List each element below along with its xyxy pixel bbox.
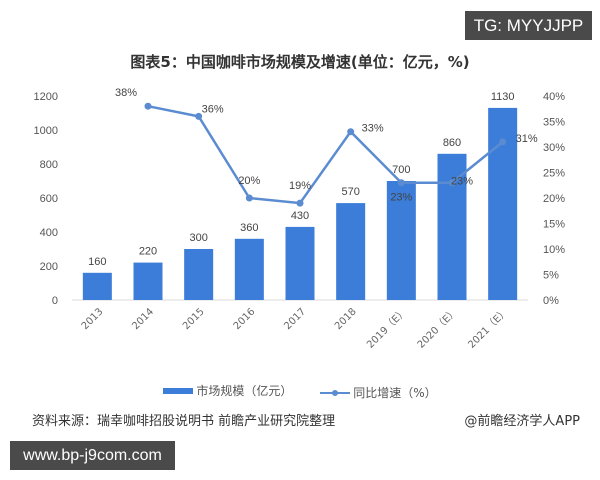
right-axis-tick: 15% (543, 219, 565, 231)
left-axis-tick: 600 (40, 193, 58, 205)
x-axis-label: 2020（E） (415, 306, 460, 351)
bar-value-label: 700 (392, 164, 410, 176)
left-axis-tick: 200 (40, 261, 58, 273)
bar-value-label: 220 (139, 246, 157, 258)
bar-value-label: 430 (291, 210, 309, 222)
bar-value-label: 160 (88, 256, 106, 268)
source-note: 资料来源：瑞幸咖啡招股说明书 前瞻产业研究院整理 (32, 414, 336, 429)
x-axis-label: 2015 (181, 306, 207, 332)
line-point (195, 112, 203, 120)
right-axis-tick: 40% (543, 91, 565, 103)
bar (386, 181, 416, 300)
legend-label-bar: 市场规模（亿元） (196, 384, 293, 398)
line-value-label: 19% (289, 180, 311, 192)
legend-item-market-size: 市场规模（亿元） (163, 382, 292, 399)
line-value-label: 31% (516, 133, 538, 145)
line-point (397, 179, 405, 187)
bar (488, 107, 518, 301)
right-axis-tick: 35% (543, 117, 565, 129)
left-axis-tick: 1200 (34, 91, 58, 103)
line-swatch-icon (320, 389, 351, 396)
growth-line (147, 104, 504, 205)
chart-plot: 0 200 400 600 800 1000 1200 0% 5% 10% 15% 20% 25% 30%… (34, 87, 566, 351)
bar (82, 272, 112, 300)
line-value-label: 36% (202, 103, 224, 115)
bar (184, 249, 214, 300)
chart-title: 图表5：中国咖啡市场规模及增速(单位：亿元，%) (130, 53, 470, 71)
line-point (448, 179, 456, 187)
bar (285, 226, 315, 300)
x-axis-label: 2021（E） (466, 306, 511, 351)
left-axis-tick: 1000 (34, 125, 58, 137)
x-axis-label: 2019（E） (364, 306, 409, 351)
bar-value-label: 1130 (491, 91, 515, 103)
bar-value-label: 570 (341, 186, 359, 198)
line-value-label: 38% (115, 87, 137, 99)
bar (234, 238, 264, 300)
right-axis-tick: 0% (543, 295, 559, 307)
x-axis-label: 2017 (282, 306, 308, 332)
line-value-label: 23% (390, 192, 412, 204)
legend-item-growth: 同比增速（%） (320, 384, 437, 401)
x-axis-label: 2014 (130, 306, 156, 332)
line-point (245, 194, 253, 202)
bar (133, 262, 163, 300)
right-axis-tick: 30% (543, 142, 565, 154)
line-value-label: 33% (362, 123, 384, 135)
watermark-badge-bottom: www.bp-j9com.com (10, 441, 175, 470)
line-point (144, 102, 152, 110)
line-point (296, 199, 304, 207)
line-point (499, 138, 507, 146)
right-axis-tick: 10% (543, 244, 565, 256)
x-axis-label: 2016 (232, 306, 258, 332)
right-axis-tick: 5% (543, 270, 559, 282)
bar (336, 203, 366, 300)
left-axis-tick: 400 (40, 227, 58, 239)
line-value-label: 23% (451, 176, 473, 188)
legend-label-line: 同比增速（%） (353, 386, 437, 400)
bar (437, 153, 467, 300)
right-axis-tick: 25% (543, 168, 565, 180)
watermark-badge-top: TG: MYYJJPP (465, 11, 592, 40)
chart-legend: 市场规模（亿元） 同比增速（%） (0, 382, 600, 401)
credit-note: @前瞻经济学人APP (464, 414, 580, 429)
left-axis-tick: 0 (52, 295, 58, 307)
x-axis-label: 2018 (333, 306, 359, 332)
left-axis-tick: 800 (40, 159, 58, 171)
x-axis-label: 2013 (80, 306, 106, 332)
line-value-label: 20% (238, 175, 260, 187)
bar-value-label: 360 (240, 222, 258, 234)
line-point (347, 128, 355, 136)
bar-value-label: 860 (443, 137, 461, 149)
right-axis-tick: 20% (543, 193, 565, 205)
bar-swatch-icon (163, 387, 194, 394)
bar-value-label: 300 (189, 232, 207, 244)
